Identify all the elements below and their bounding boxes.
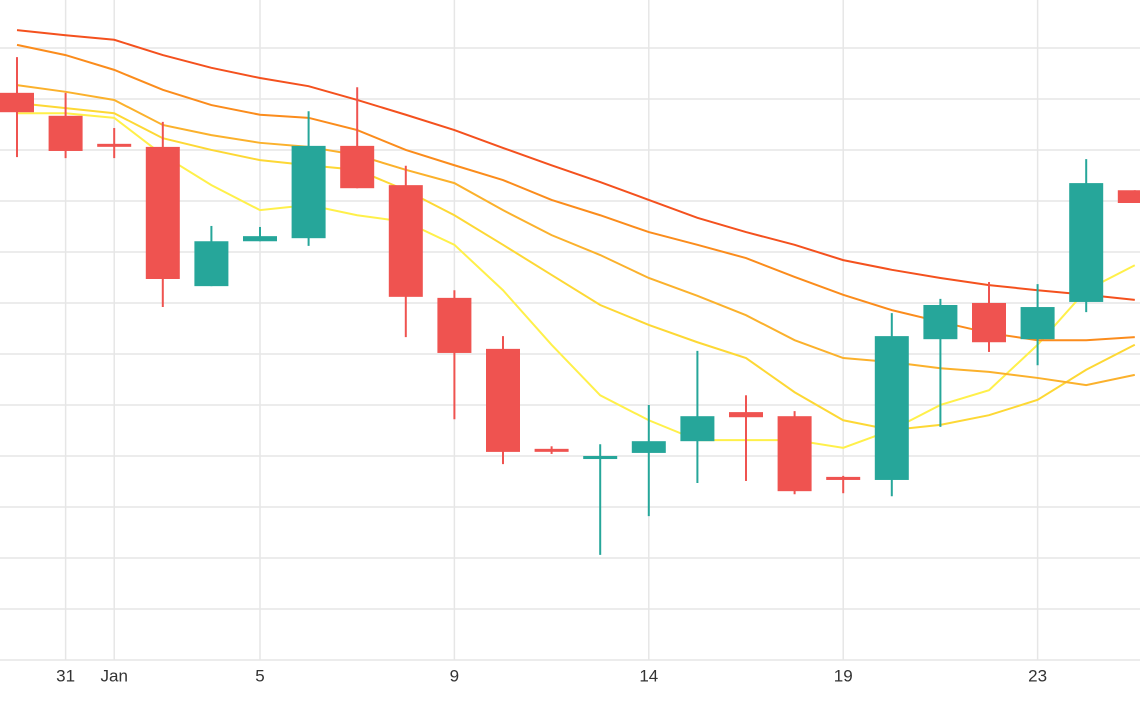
candle-body <box>826 476 861 480</box>
candle-body <box>923 305 958 340</box>
x-tick-label: 31 <box>56 666 75 685</box>
candle-body <box>194 241 229 287</box>
candle-body <box>243 236 277 242</box>
x-tick-label: 9 <box>450 666 459 685</box>
x-tick-label: 23 <box>1028 666 1047 685</box>
candle-body <box>0 92 34 113</box>
moving-average-line <box>17 112 1136 449</box>
candle-body <box>777 416 812 492</box>
candle-body <box>874 336 909 480</box>
candle-body <box>486 348 520 452</box>
candle-body <box>340 145 375 189</box>
moving-average-line <box>16 29 1135 301</box>
candle-body <box>388 185 423 297</box>
candle-body <box>972 302 1006 343</box>
candle-body <box>680 416 715 442</box>
candle-body <box>534 448 569 452</box>
x-tick-label: 5 <box>255 666 264 685</box>
candle-body <box>291 145 326 239</box>
moving-average-line <box>16 102 1136 431</box>
candle-body <box>1020 307 1055 340</box>
x-tick-label: 19 <box>834 666 853 685</box>
x-tick-label: Jan <box>100 666 127 685</box>
moving-average-line <box>16 84 1136 387</box>
candle-body <box>437 297 472 353</box>
candle-body <box>48 115 83 151</box>
candle-body <box>583 455 618 460</box>
candle-body <box>631 441 666 453</box>
candle-body <box>729 412 763 418</box>
moving-average-line <box>16 43 1135 342</box>
candle-body <box>1069 183 1104 302</box>
candle-body <box>145 146 180 279</box>
candle-body <box>1117 190 1140 203</box>
candle-body <box>97 143 132 147</box>
x-tick-label: 14 <box>639 666 658 685</box>
